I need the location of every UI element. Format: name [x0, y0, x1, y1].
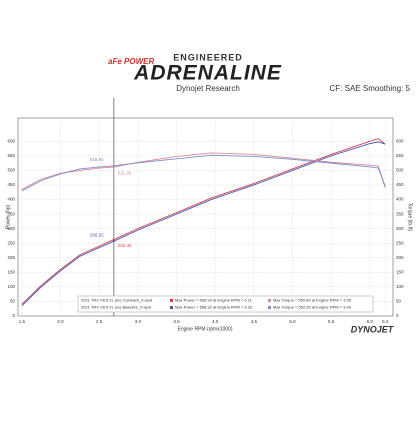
x-tick-label: 4.0: [212, 319, 219, 324]
y2-tick-label: 50: [396, 299, 402, 304]
x-tick-label: 6.2: [382, 319, 389, 324]
note: CF: SAE Smoothing: 5: [330, 84, 411, 93]
cursor-value: 262.45: [118, 243, 132, 248]
x-tick-label: 1.5: [19, 319, 26, 324]
legend-torque: Max Torque = 552.26 at Engine RPM = 3.94: [273, 305, 352, 310]
subtitle: Dynojet Research: [176, 84, 240, 93]
y2-tick-label: 400: [396, 197, 404, 202]
y-tick-label: 200: [7, 255, 15, 260]
legend-power: Max Power = 608.93 at Engine RPM = 6.11: [175, 298, 253, 303]
y-tick-label: 50: [10, 299, 16, 304]
y-tick-label: 100: [7, 284, 15, 289]
legend-swatch: [268, 306, 271, 309]
legend-swatch: [170, 299, 173, 302]
y2-tick-label: 350: [396, 211, 404, 216]
chart-title: ADRENALINE: [133, 62, 282, 85]
series-line: [21, 141, 386, 307]
y2-tick-label: 200: [396, 255, 404, 260]
brand: aFe POWER: [108, 57, 154, 66]
plot-frame: [17, 117, 394, 317]
y-tick-label: 400: [7, 197, 15, 202]
x-axis-title: Engine RPM (rpmx1000): [177, 326, 232, 332]
cursor-point: [112, 240, 115, 243]
y2-tick-label: 600: [396, 138, 404, 143]
x-tick-label: 4.5: [251, 319, 258, 324]
x-tick-label: 3.5: [173, 319, 180, 324]
y-tick-label: 150: [7, 270, 15, 275]
series-line: [21, 152, 386, 190]
y2-tick-label: 150: [396, 270, 404, 275]
legend-power: Max Power = 598.32 at Engine RPM = 6.32: [175, 305, 253, 310]
x-tick-label: 3.0: [135, 319, 142, 324]
x-tick-label: 2.5: [96, 319, 103, 324]
y2-tick-label: 300: [396, 226, 404, 231]
legend-swatch: [268, 299, 271, 302]
series-line: [21, 138, 386, 305]
footer-logo: DYNOJET: [351, 324, 395, 334]
legend-torque: Max Torque = 559.89 at Engine RPM = 3.95: [273, 298, 352, 303]
legend-swatch: [170, 306, 173, 309]
y2-tick-label: 450: [396, 182, 404, 187]
y2-tick-label: 100: [396, 284, 404, 289]
y-tick-label: 0: [12, 313, 15, 318]
y-tick-label: 250: [7, 240, 15, 245]
y-tick-label: 450: [7, 182, 15, 187]
y2-tick-label: 0: [396, 313, 399, 318]
cursor-value: 515.84: [90, 157, 104, 162]
y2-tick-label: 250: [396, 240, 404, 245]
y-axis-title: Power (hp): [5, 204, 11, 229]
kicker: ENGINEERED: [173, 52, 243, 62]
y2-tick-label: 550: [396, 153, 404, 158]
cursor-point: [112, 238, 115, 241]
y-tick-label: 500: [7, 168, 15, 173]
y-tick-label: 550: [7, 153, 15, 158]
x-tick-label: 6.0: [367, 319, 374, 324]
y-tick-label: 300: [7, 226, 15, 231]
x-tick-label: 5.0: [289, 319, 296, 324]
y2-tick-label: 500: [396, 168, 404, 173]
legend-file: 2021 TRX V8 6.2L (sc) Cat-Back_0.wp8: [81, 298, 153, 303]
x-tick-label: 5.5: [328, 319, 335, 324]
y2-axis-title: Torque (lb-ft): [407, 203, 413, 232]
series-line: [21, 154, 386, 192]
legend-file: 2021 TRX V8 6.2L (sc) Baseline_0.wp8: [81, 305, 152, 310]
cursor-value: 256.92: [90, 232, 104, 237]
y-tick-label: 600: [7, 138, 15, 143]
y-tick-label: 350: [7, 211, 15, 216]
x-tick-label: 2.0: [57, 319, 64, 324]
legend-box: [77, 295, 374, 313]
cursor-point: [112, 164, 115, 167]
cursor-value: 511.35: [118, 170, 132, 175]
